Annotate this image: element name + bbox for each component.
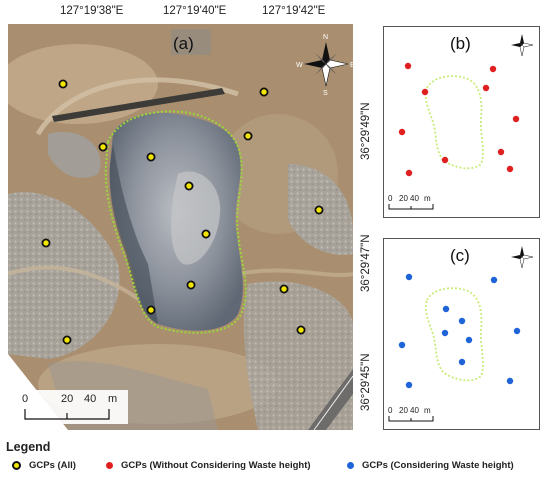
gcp-point	[58, 79, 68, 89]
north-arrow-icon	[511, 34, 534, 57]
gcp-point	[458, 358, 466, 366]
lat-label-2: 36°29'47"N	[360, 234, 372, 292]
pit-shadow	[109, 144, 158, 324]
scale-label-b-unit: m	[424, 194, 431, 203]
panel-a-label: (a)	[173, 34, 194, 53]
legend-label-considering-waste: GCPs (Considering Waste height)	[362, 460, 514, 471]
gcp-point	[441, 329, 449, 337]
gcp-point	[186, 280, 196, 290]
lat-label-3: 36°29'45"N	[360, 353, 372, 411]
rubble-area-bottomright	[243, 281, 353, 430]
gcp-point	[279, 284, 289, 294]
gcp-point	[506, 165, 514, 173]
gcp-point	[259, 87, 269, 97]
legend-label-without-waste: GCPs (Without Considering Waste height)	[121, 460, 311, 471]
compass-letter-n: N	[323, 34, 328, 41]
compass-letter-w: W	[296, 62, 303, 69]
gcp-point	[442, 305, 450, 313]
gcp-point	[458, 317, 466, 325]
scale-label-c-0: 0	[388, 406, 393, 415]
dirt-road	[237, 268, 353, 278]
rubble-area-left	[8, 192, 120, 359]
gcp-point	[405, 169, 413, 177]
gcp-point	[441, 156, 449, 164]
lon-label-2: 127°19'40"E	[163, 5, 227, 17]
panel-c-label: (c)	[450, 246, 470, 265]
lat-label-1: 36°29'49"N	[360, 102, 372, 160]
panel-b-canvas	[388, 34, 534, 210]
scale-label-a-unit: m	[108, 393, 118, 405]
compass-letter-s: S	[323, 90, 328, 97]
scale-label-a-0: 0	[22, 393, 29, 405]
legend-item-without-waste: GCPs (Without Considering Waste height)	[106, 460, 311, 471]
landfill-boundary	[424, 287, 484, 382]
scale-label-b-20: 20	[399, 194, 408, 203]
gcp-point	[405, 273, 413, 281]
legend-dot-red	[106, 461, 113, 469]
gcp-point	[489, 65, 497, 73]
landfill-boundary	[424, 75, 484, 170]
gcp-point	[421, 88, 429, 96]
gcp-point	[465, 336, 473, 344]
legend-dot-all	[12, 460, 21, 470]
gcp-point	[513, 327, 521, 335]
gcp-point	[314, 205, 324, 215]
gcp-point	[405, 381, 413, 389]
panel-b-label: (b)	[450, 34, 471, 53]
gcp-point	[146, 305, 156, 315]
gcp-point	[490, 276, 498, 284]
road-marking	[313, 375, 353, 430]
panel-c	[383, 238, 540, 430]
north-arrow-icon	[511, 246, 534, 269]
panel-c-canvas	[388, 246, 534, 422]
rubble-area-topleft	[48, 132, 101, 178]
north-arrow-icon	[304, 42, 349, 87]
gcp-point	[398, 128, 406, 136]
legend-title: Legend	[6, 440, 51, 454]
gcp-point	[146, 152, 156, 162]
scale-label-c-40: 40	[410, 406, 419, 415]
gcp-point	[398, 341, 406, 349]
panel-b	[383, 26, 540, 218]
legend-item-all: GCPs (All)	[12, 460, 76, 471]
gcp-point	[41, 238, 51, 248]
gcp-point	[404, 62, 412, 70]
legend-dot-blue	[347, 461, 354, 469]
gcp-point	[512, 115, 520, 123]
dirt-road	[35, 77, 239, 136]
legend-label-all: GCPs (All)	[29, 460, 76, 471]
gcp-point	[243, 131, 253, 141]
compass-letter-e: E	[350, 62, 353, 69]
concrete-wall	[52, 88, 225, 122]
gcp-point	[296, 325, 306, 335]
scale-bar-background	[18, 390, 128, 424]
scale-label-b-0: 0	[388, 194, 393, 203]
panel-label-box	[171, 29, 211, 55]
waste-mound	[171, 171, 221, 265]
gcp-point	[482, 84, 490, 92]
landfill-boundary	[104, 110, 247, 334]
gcp-point	[506, 377, 514, 385]
scale-label-c-unit: m	[424, 406, 431, 415]
gcp-point	[497, 148, 505, 156]
gcp-points-all	[41, 79, 324, 345]
gcp-points-red	[398, 62, 520, 177]
paved-road	[308, 369, 353, 430]
legend-item-considering-waste: GCPs (Considering Waste height)	[347, 460, 514, 471]
aerial-map-panel-a: N S E W	[8, 24, 353, 430]
gcp-point	[201, 229, 211, 239]
dirt-patch	[8, 44, 158, 124]
gcp-point	[62, 335, 72, 345]
gcp-point	[98, 142, 108, 152]
scale-label-c-20: 20	[399, 406, 408, 415]
scale-label-b-40: 40	[410, 194, 419, 203]
gcp-point	[184, 181, 194, 191]
scale-label-a-40: 40	[84, 393, 97, 405]
lon-label-3: 127°19'42"E	[262, 5, 326, 17]
gcp-points-blue	[398, 273, 521, 389]
scale-label-a-20: 20	[61, 393, 74, 405]
lon-label-1: 127°19'38"E	[60, 5, 124, 17]
